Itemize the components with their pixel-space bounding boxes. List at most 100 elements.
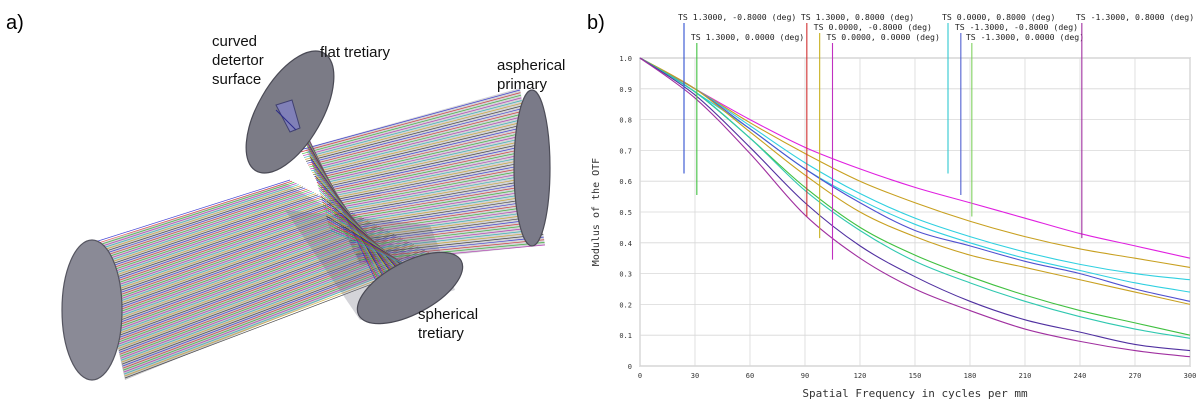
ray-line bbox=[352, 226, 543, 250]
ray-line bbox=[339, 192, 537, 225]
ray-line bbox=[104, 204, 338, 286]
ray-line bbox=[110, 219, 367, 312]
ray-line bbox=[325, 155, 531, 198]
ray-line bbox=[347, 213, 540, 240]
ray-line bbox=[306, 105, 523, 162]
panel-a-label: a) bbox=[6, 12, 24, 34]
ray-line bbox=[111, 222, 373, 318]
y-tick-label: 0.2 bbox=[619, 301, 632, 309]
ray-line bbox=[107, 211, 351, 298]
ray-line bbox=[112, 224, 378, 322]
ray-line bbox=[341, 197, 538, 229]
ray-line bbox=[103, 202, 334, 282]
ray-line bbox=[97, 187, 306, 257]
callout-spherical-tertiary: spherical tretiary bbox=[418, 305, 478, 343]
ray-line bbox=[100, 194, 319, 268]
ray-line bbox=[101, 197, 325, 274]
legend-label: TS 1.3000, 0.0000 (deg) bbox=[691, 32, 804, 42]
ray-line bbox=[98, 188, 308, 259]
ray-line bbox=[349, 218, 541, 244]
ray-line bbox=[107, 212, 354, 300]
ray-line bbox=[337, 186, 536, 221]
ray-line bbox=[100, 193, 317, 266]
ray-line bbox=[332, 173, 534, 212]
ray-line bbox=[109, 218, 365, 310]
callout-line: tretiary bbox=[418, 325, 464, 342]
x-tick-label: 240 bbox=[1074, 372, 1087, 380]
aspherical-primary-mirror bbox=[513, 89, 551, 247]
ray-line bbox=[117, 238, 404, 345]
ray-line bbox=[350, 221, 542, 246]
ray-line bbox=[345, 207, 540, 236]
series-line bbox=[639, 57, 1191, 281]
ray-line bbox=[118, 240, 408, 349]
x-tick-label: 0 bbox=[638, 372, 642, 380]
ray-line bbox=[117, 237, 401, 343]
legend-label: TS 0.0000, 0.8000 (deg) bbox=[942, 12, 1055, 22]
ray-line bbox=[348, 215, 541, 242]
ray-line bbox=[355, 234, 544, 255]
series-line bbox=[639, 57, 1191, 259]
x-axis-ticks: 0 30 60 90 120 150 180 210 240 270 300 bbox=[638, 372, 1196, 380]
ray-line bbox=[308, 110, 524, 166]
ray-line bbox=[303, 100, 522, 158]
series-line bbox=[639, 57, 1191, 352]
ray-line bbox=[309, 113, 524, 168]
series-line bbox=[639, 57, 1191, 302]
ray-line bbox=[120, 245, 417, 357]
y-tick-label: 0 bbox=[628, 363, 632, 371]
entrance-ray-bundle bbox=[94, 179, 441, 379]
ray-line bbox=[98, 189, 310, 261]
ray-line bbox=[354, 231, 543, 253]
ray-line bbox=[302, 97, 522, 157]
y-tick-label: 0.8 bbox=[619, 117, 632, 125]
ray-line bbox=[323, 150, 530, 195]
y-tick-label: 0.3 bbox=[619, 271, 632, 279]
x-tick-label: 30 bbox=[691, 372, 699, 380]
ray-line bbox=[96, 183, 297, 249]
ray-line bbox=[346, 210, 540, 238]
callout-line: spherical bbox=[418, 306, 479, 323]
ray-line bbox=[97, 185, 301, 253]
ray-line bbox=[101, 196, 323, 272]
callout-line: primary bbox=[497, 76, 548, 93]
grid bbox=[639, 57, 1191, 367]
x-tick-label: 150 bbox=[909, 372, 922, 380]
ray-line bbox=[333, 176, 535, 213]
ray-line bbox=[112, 226, 380, 324]
ray-line bbox=[313, 123, 526, 176]
field-legend-markers: TS 1.3000, -0.8000 (deg) TS 1.3000, 0.000… bbox=[678, 12, 1194, 260]
ray-line bbox=[111, 223, 375, 320]
y-axis-ticks: 0 0.1 0.2 0.3 0.4 0.5 0.6 0.7 0.8 0.9 1.0 bbox=[619, 55, 632, 371]
ray-line bbox=[106, 209, 347, 294]
y-tick-label: 0.9 bbox=[619, 86, 632, 94]
ray-line bbox=[103, 201, 332, 280]
ray-line bbox=[115, 232, 393, 335]
ray-line bbox=[330, 168, 533, 208]
ray-line bbox=[96, 184, 299, 251]
legend-label: TS 0.0000, -0.8000 (deg) bbox=[814, 22, 932, 32]
ray-line bbox=[342, 199, 538, 231]
legend-label: TS -1.3000, 0.8000 (deg) bbox=[1076, 12, 1194, 22]
ray-line bbox=[314, 126, 527, 177]
ray-line bbox=[102, 198, 328, 276]
callout-flat-tertiary: flat tretiary bbox=[320, 43, 390, 62]
panel-b-mtf-chart: b) 0 30 60 90 120 150 180 210 240 270 300 0 0.1 0.2 0… bbox=[585, 0, 1203, 405]
ray-line bbox=[117, 239, 406, 347]
ray-line bbox=[318, 136, 528, 185]
ray-line bbox=[320, 142, 529, 189]
ray-line bbox=[122, 250, 428, 367]
ray-line bbox=[110, 221, 371, 316]
ray-line bbox=[311, 118, 525, 172]
y-tick-label: 0.7 bbox=[619, 147, 632, 155]
ray-line bbox=[95, 181, 295, 247]
ray-line bbox=[104, 205, 341, 288]
ray-line bbox=[317, 134, 528, 183]
x-tick-label: 210 bbox=[1019, 372, 1032, 380]
ray-line bbox=[334, 178, 535, 215]
ray-line bbox=[343, 202, 539, 232]
ray-line bbox=[100, 195, 321, 270]
entrance-aperture-disk bbox=[61, 239, 123, 381]
panel-b-label: b) bbox=[587, 12, 605, 34]
ray-line bbox=[322, 147, 530, 193]
